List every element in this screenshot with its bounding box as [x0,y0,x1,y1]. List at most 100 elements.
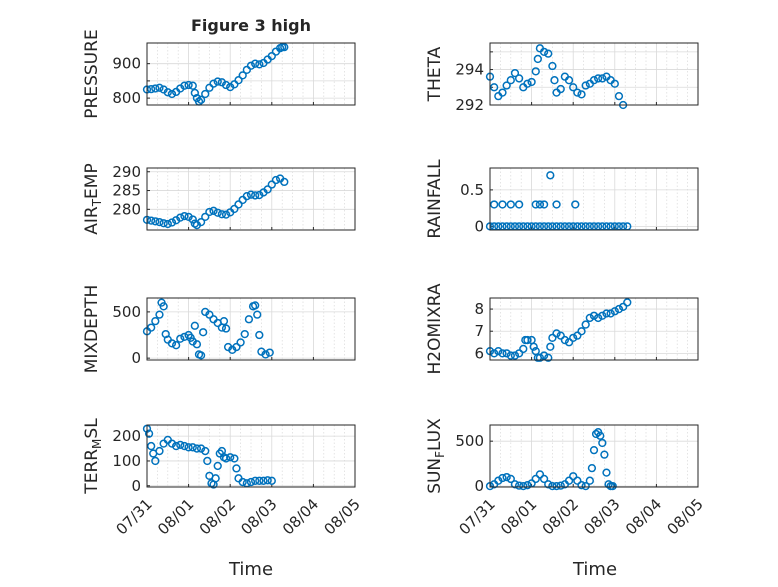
axes-frame [489,297,699,361]
data-point [531,200,540,209]
y-tick-label: 0 [131,477,141,495]
data-point [180,211,189,221]
data-point [255,60,264,69]
plot-area [147,43,355,105]
x-tick-label: 08/01 [154,495,197,538]
data-point [221,80,231,90]
plot-area [490,425,698,487]
y-tick-label: 200 [112,427,141,445]
data-point [548,481,557,491]
data-point [147,323,156,332]
data-point [205,83,214,92]
data-point [523,335,532,345]
data-point [263,476,272,485]
data-point [573,88,582,97]
data-point [510,351,520,360]
data-point [602,309,611,318]
y-axis-label-subscript: M [90,439,104,449]
data-point [151,217,160,226]
data-point [151,456,160,466]
data-point [199,328,208,337]
data-point [159,219,168,228]
data-point [221,210,231,219]
data-point [556,481,565,490]
data-point [581,320,590,329]
axes-frame [146,42,356,106]
data-point [573,476,582,485]
data-point [490,200,499,209]
data-point [546,342,555,351]
data-point [556,331,565,340]
data-point [510,68,520,78]
data-point [261,350,270,359]
data-point [217,210,227,219]
x-tick-label: 08/03 [580,495,623,538]
axes-frame [146,297,356,361]
data-point [577,327,586,336]
data-point [147,85,156,94]
data-point [163,88,172,97]
x-tick-label: 08/02 [196,495,239,538]
data-point [147,216,156,225]
y-tick-label: 800 [112,89,141,107]
data-point [196,444,206,453]
x-tick-label: 08/04 [279,495,322,538]
data-point [585,476,594,485]
data-point [163,219,172,229]
data-point [251,191,260,200]
data-point [238,477,247,487]
data-point [192,340,202,349]
data-point [560,335,570,345]
data-point [490,83,499,92]
data-point [535,200,545,209]
data-point [196,351,206,360]
y-tick-label: 500 [112,303,141,321]
data-point [190,321,199,330]
x-tick-label: 08/05 [321,495,364,538]
y-axis-label-tail: EMP [82,163,102,199]
data-point [176,334,185,343]
y-axis-label-subscript: T [90,198,104,207]
y-axis-label: MIXDEPTH [82,285,102,374]
data-point [523,481,532,490]
data-point [564,76,574,85]
subplot-8: 0 500 SUNFLUX 07/3108/0108/0208/0308/0408/0… [425,418,707,539]
data-point [581,481,590,491]
data-point [587,463,597,473]
data-point [255,330,264,340]
data-point [167,89,177,99]
data-point [594,74,603,83]
data-point [267,51,276,61]
data-point [230,204,239,214]
y-axis-label: PRESSURE [82,29,102,118]
data-point [596,431,605,440]
data-point [144,429,154,438]
data-point [267,476,276,485]
data-point [589,446,599,455]
subplot-5: 0 500 MIXDEPTH [82,285,356,374]
data-point [498,473,507,483]
data-point [246,61,256,70]
data-point [598,74,607,83]
data-point [188,215,197,224]
data-point [192,444,202,453]
data-point [280,177,289,187]
plot-area [147,425,355,487]
data-point [232,342,241,352]
data-point [167,218,177,227]
y-tick-label: 0 [474,477,484,495]
plot-area [490,168,698,230]
x-tick-label: 08/02 [539,495,582,538]
data-point [531,67,540,76]
data-point [180,81,189,90]
data-point [618,302,628,312]
axes-frame [489,42,699,106]
subplot-1: 800 900 PRESSURE [82,29,356,119]
data-point [201,446,210,456]
data-point [552,481,561,491]
plot-area [490,298,698,360]
data-point [548,333,557,343]
